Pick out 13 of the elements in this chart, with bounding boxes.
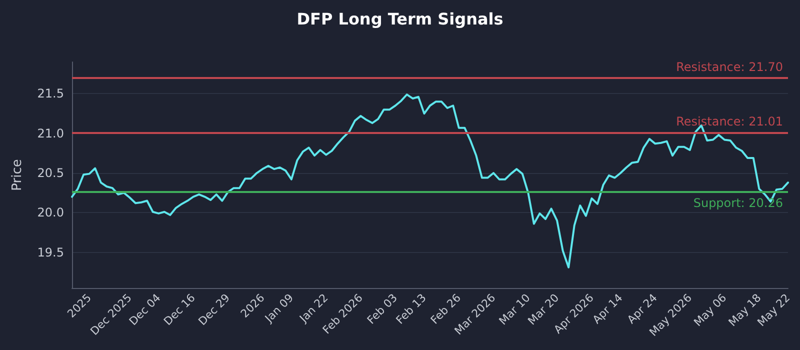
y-tick-label: 19.5: [37, 245, 64, 260]
x-tick-label: Dec 29: [196, 291, 232, 328]
chart-title: DFP Long Term Signals: [296, 10, 504, 28]
y-tick-label: 20.0: [37, 206, 64, 220]
x-tick-label: Dec 16: [161, 291, 198, 328]
ref-line-label: Support: 20.26: [693, 196, 783, 210]
y-axis-title: Price: [10, 159, 25, 191]
ref-line-label: Resistance: 21.01: [676, 114, 783, 129]
line-series: [71, 94, 789, 268]
y-tick-label: 21.0: [37, 126, 64, 140]
y-tick-label: 20.5: [37, 166, 64, 180]
ref-line-label: Resistance: 21.70: [676, 60, 783, 74]
y-tick-label: 21.5: [37, 86, 64, 101]
